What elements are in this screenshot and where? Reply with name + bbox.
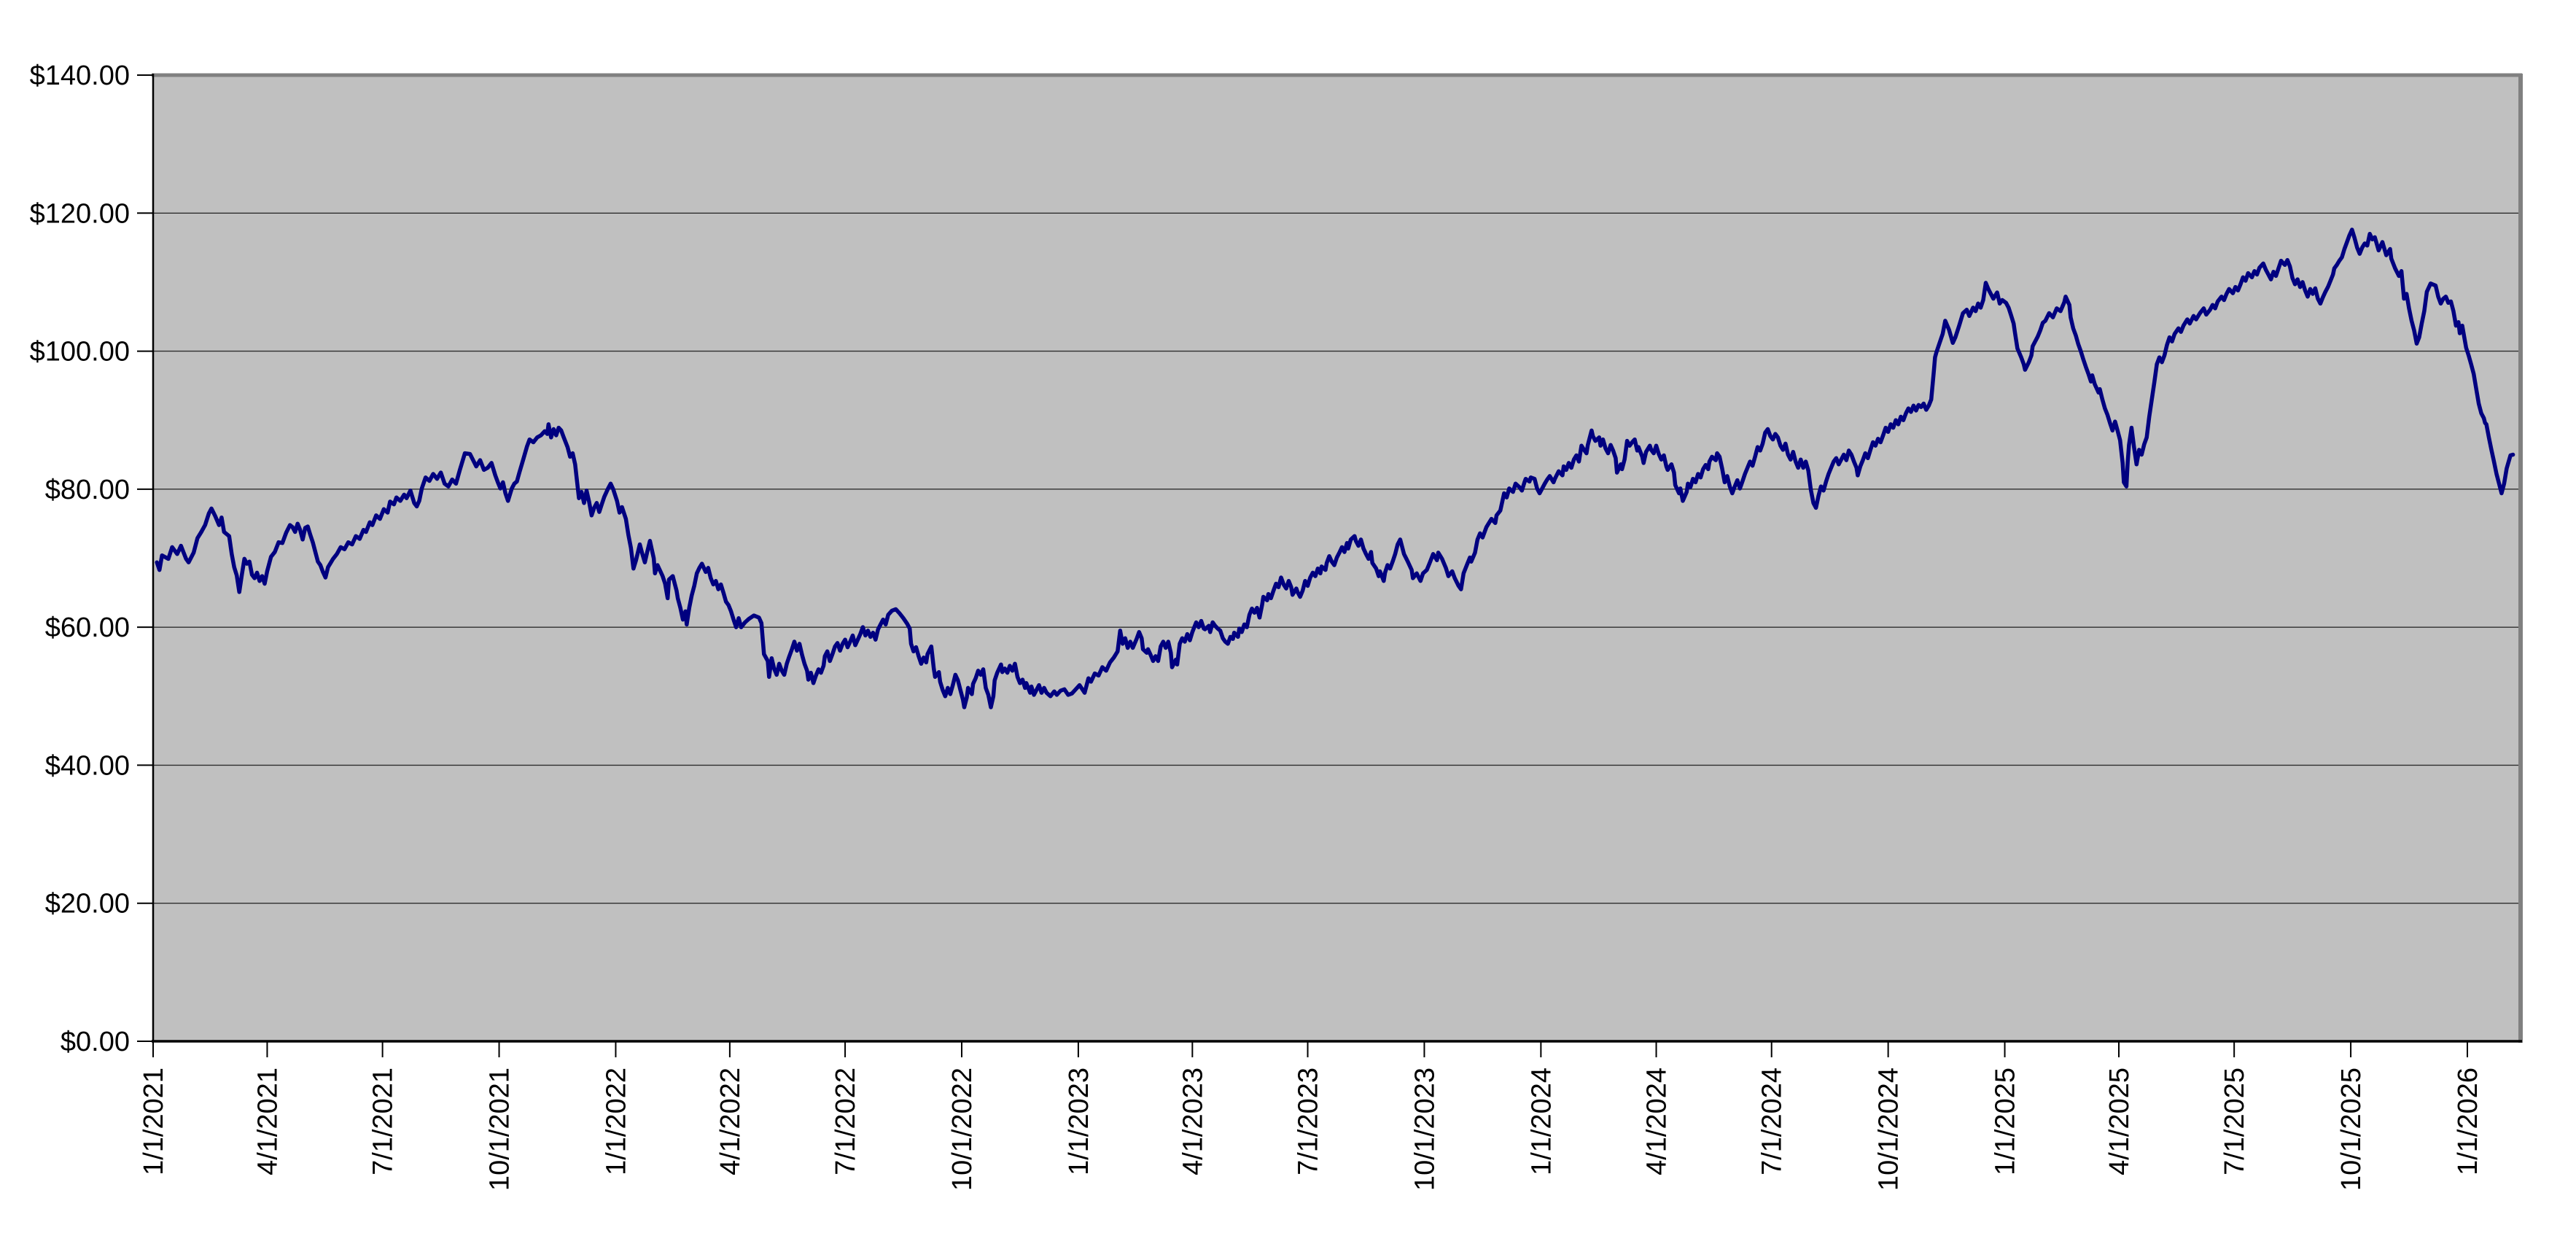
y-axis-label: $80.00: [45, 475, 130, 505]
x-axis-label: 7/1/2025: [2219, 1068, 2250, 1175]
x-axis-label: 7/1/2024: [1757, 1068, 1788, 1175]
x-axis-label: 4/1/2021: [252, 1068, 283, 1175]
y-axis-label: $100.00: [30, 337, 130, 368]
x-axis-label: 1/1/2022: [601, 1068, 631, 1175]
x-axis-label: 10/1/2024: [1874, 1068, 1904, 1191]
x-axis-label: 4/1/2023: [1178, 1068, 1208, 1175]
x-axis-label: 10/1/2025: [2336, 1068, 2367, 1191]
x-axis-label: 1/1/2025: [1991, 1068, 2021, 1175]
x-axis-label: 10/1/2022: [947, 1068, 978, 1191]
x-axis-label: 10/1/2021: [485, 1068, 515, 1191]
x-axis-label: 4/1/2024: [1642, 1068, 1673, 1175]
y-axis-label: $20.00: [45, 889, 130, 919]
y-axis-label: $60.00: [45, 613, 130, 643]
x-axis-label: 7/1/2022: [830, 1068, 861, 1175]
x-axis-label: 1/1/2023: [1064, 1068, 1094, 1175]
x-axis-label: 4/1/2022: [715, 1068, 746, 1175]
x-axis-label: 7/1/2023: [1293, 1068, 1324, 1175]
x-axis-label: 7/1/2021: [368, 1068, 399, 1175]
x-axis-label: 10/1/2023: [1409, 1068, 1440, 1191]
y-axis-label: $0.00: [61, 1027, 130, 1057]
price-line: [155, 228, 2515, 709]
x-axis-label: 1/1/2021: [139, 1068, 169, 1175]
y-axis-label: $40.00: [45, 750, 130, 781]
y-axis-label: $120.00: [30, 198, 130, 229]
x-axis-label: 1/1/2026: [2453, 1068, 2483, 1175]
x-axis-label: 4/1/2025: [2104, 1068, 2135, 1175]
x-axis-label: 1/1/2024: [1526, 1068, 1557, 1175]
y-axis-label: $140.00: [30, 61, 130, 91]
